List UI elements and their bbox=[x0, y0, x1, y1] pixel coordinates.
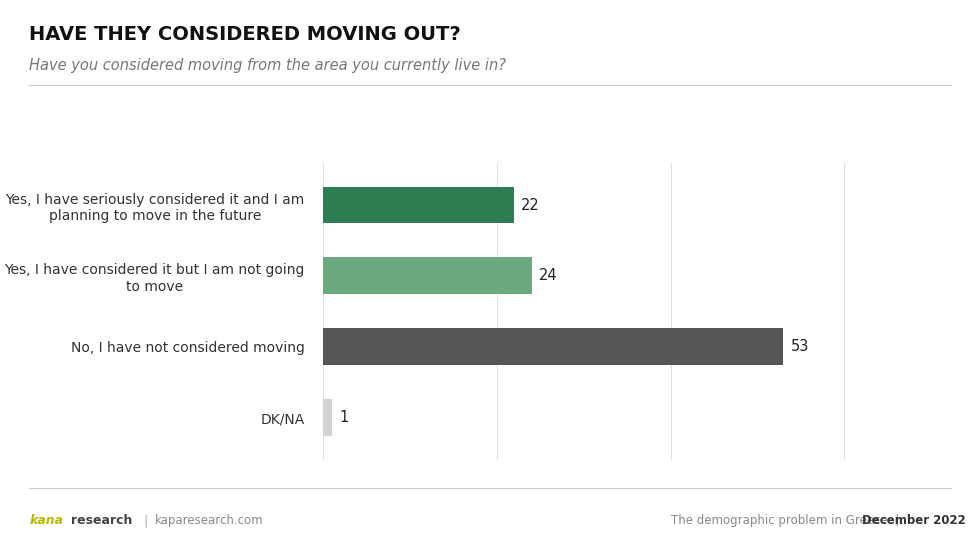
Text: kana: kana bbox=[29, 514, 64, 527]
Text: 1: 1 bbox=[339, 410, 348, 425]
Text: HAVE THEY CONSIDERED MOVING OUT?: HAVE THEY CONSIDERED MOVING OUT? bbox=[29, 25, 462, 44]
Text: 24: 24 bbox=[539, 268, 558, 283]
Text: 53: 53 bbox=[791, 339, 808, 354]
Bar bbox=[323, 399, 332, 436]
Text: |: | bbox=[143, 514, 147, 527]
Text: 22: 22 bbox=[521, 198, 540, 213]
Bar bbox=[323, 257, 532, 294]
Text: Have you considered moving from the area you currently live in?: Have you considered moving from the area… bbox=[29, 58, 507, 73]
Bar bbox=[323, 187, 514, 224]
Text: December 2022: December 2022 bbox=[862, 514, 966, 527]
Text: The demographic problem in Greece  |: The demographic problem in Greece | bbox=[671, 514, 907, 527]
Text: kaparesearch.com: kaparesearch.com bbox=[155, 514, 264, 527]
Bar bbox=[323, 328, 783, 365]
Text: research: research bbox=[71, 514, 132, 527]
